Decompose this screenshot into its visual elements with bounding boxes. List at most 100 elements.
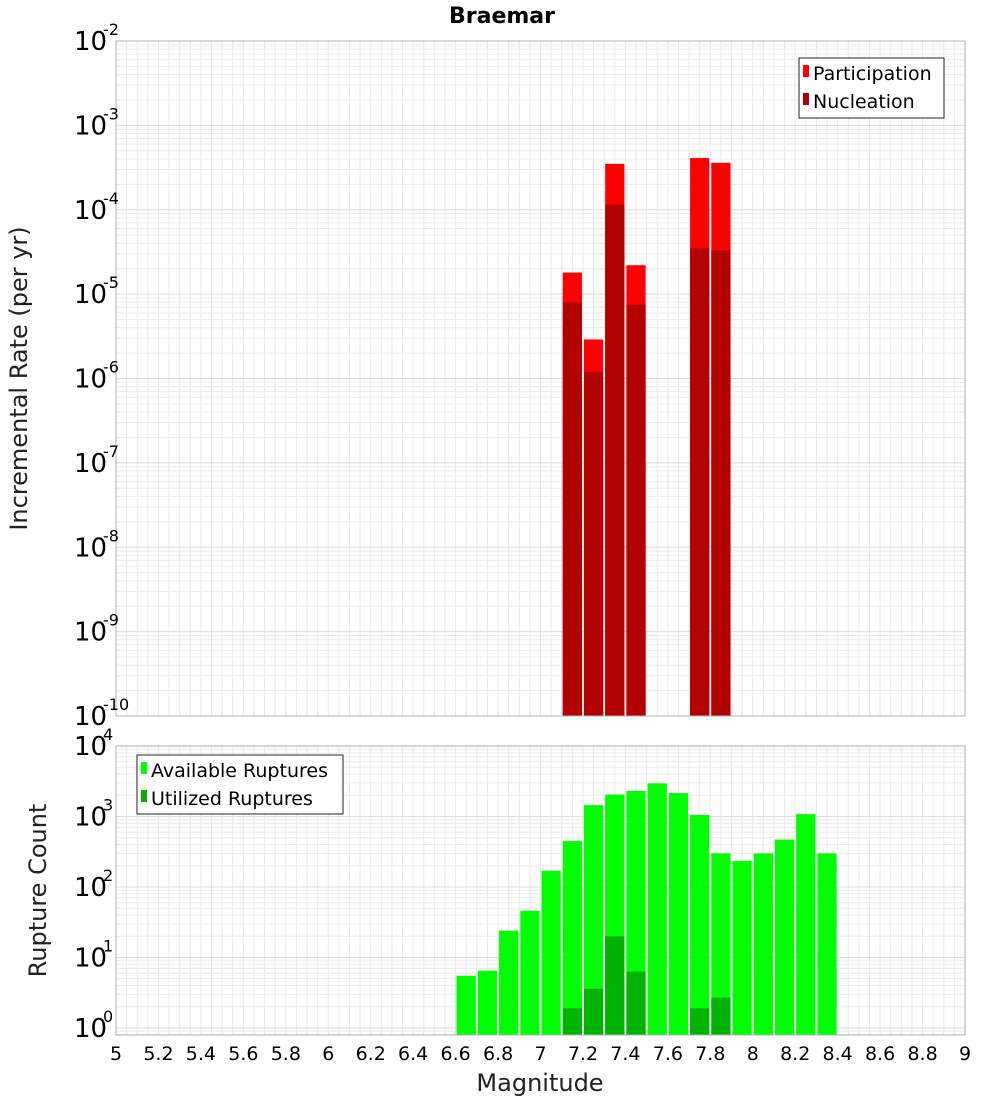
bar-utilized-ruptures bbox=[562, 1008, 582, 1035]
legend-entry: Participation bbox=[813, 63, 932, 85]
legend-entry: Utilized Ruptures bbox=[151, 788, 313, 810]
y-tick-label: 10 bbox=[74, 533, 107, 563]
x-tick-label: 5 bbox=[110, 1043, 122, 1065]
bar-available-ruptures bbox=[456, 975, 476, 1035]
x-tick-label: 6.2 bbox=[356, 1043, 386, 1065]
plot-frame bbox=[115, 745, 966, 1036]
y-tick-exponent: 2 bbox=[103, 866, 113, 885]
x-tick-label: 7.6 bbox=[653, 1043, 683, 1065]
legend-entry: Available Ruptures bbox=[151, 760, 328, 782]
bar-available-ruptures bbox=[774, 839, 795, 1035]
x-tick-label: 8.2 bbox=[780, 1043, 810, 1065]
y-tick-exponent: 0 bbox=[103, 1007, 113, 1026]
y-tick-label: 10 bbox=[74, 873, 107, 903]
x-tick-label: 5.2 bbox=[143, 1043, 173, 1065]
x-tick-label: 6 bbox=[322, 1043, 334, 1065]
bar-utilized-ruptures bbox=[711, 997, 731, 1035]
legend-entry: Nucleation bbox=[813, 91, 915, 113]
y-tick-label: 10 bbox=[74, 1014, 107, 1044]
x-axis-label: Magnitude bbox=[476, 1069, 603, 1097]
rate-panel: 10-210-310-410-510-610-710-810-910-10Inc… bbox=[5, 20, 966, 732]
y-tick-label: 10 bbox=[74, 27, 107, 57]
legend-swatch bbox=[803, 93, 809, 105]
chart-title: Braemar bbox=[449, 4, 555, 29]
x-tick-label: 8.4 bbox=[823, 1043, 853, 1065]
x-tick-label: 6.8 bbox=[483, 1043, 513, 1065]
y-tick-exponent: -2 bbox=[103, 20, 119, 39]
y-tick-label: 10 bbox=[74, 365, 107, 395]
bar-available-ruptures bbox=[541, 870, 561, 1035]
legend-swatch bbox=[803, 65, 809, 77]
bar-available-ruptures bbox=[477, 970, 498, 1035]
y-tick-exponent: -4 bbox=[103, 189, 119, 208]
bar-available-ruptures bbox=[711, 853, 731, 1035]
y-tick-label: 10 bbox=[74, 196, 107, 226]
y-tick-label: 10 bbox=[74, 732, 107, 762]
y-axis-label: Rupture Count bbox=[24, 804, 52, 978]
bar-nucleation bbox=[583, 371, 604, 716]
y-tick-exponent: -6 bbox=[103, 358, 119, 377]
y-tick-label: 10 bbox=[74, 449, 107, 479]
x-tick-label: 8.6 bbox=[865, 1043, 895, 1065]
x-tick-label: 6.6 bbox=[440, 1043, 470, 1065]
y-tick-label: 10 bbox=[74, 702, 107, 732]
legend-swatch bbox=[141, 762, 147, 774]
y-tick-label: 10 bbox=[74, 943, 107, 973]
x-tick-label: 9 bbox=[959, 1043, 971, 1065]
bar-available-ruptures bbox=[520, 910, 540, 1035]
y-tick-exponent: -8 bbox=[103, 526, 119, 545]
x-tick-label: 7 bbox=[534, 1043, 546, 1065]
y-tick-label: 10 bbox=[74, 802, 107, 832]
bar-utilized-ruptures bbox=[626, 971, 646, 1035]
x-tick-label: 5.6 bbox=[228, 1043, 258, 1065]
bar-available-ruptures bbox=[647, 783, 667, 1035]
x-tick-label: 8.8 bbox=[907, 1043, 937, 1065]
bar-nucleation bbox=[562, 302, 582, 716]
bar-available-ruptures bbox=[753, 853, 773, 1035]
y-tick-label: 10 bbox=[74, 618, 107, 648]
y-tick-exponent: 4 bbox=[103, 725, 113, 744]
bar-available-ruptures bbox=[796, 814, 816, 1035]
y-tick-exponent: -9 bbox=[103, 611, 119, 630]
bar-available-ruptures bbox=[583, 805, 604, 1035]
y-tick-exponent: -3 bbox=[103, 104, 119, 123]
y-tick-label: 10 bbox=[74, 111, 107, 141]
x-tick-label: 5.8 bbox=[271, 1043, 301, 1065]
legend: Participation Nucleation bbox=[798, 57, 945, 119]
bar-nucleation bbox=[690, 248, 710, 717]
y-tick-exponent: -10 bbox=[103, 695, 129, 714]
bar-available-ruptures bbox=[732, 860, 752, 1035]
x-tick-label: 7.8 bbox=[695, 1043, 725, 1065]
bar-nucleation bbox=[711, 250, 731, 717]
bar-utilized-ruptures bbox=[690, 1008, 710, 1035]
bar-utilized-ruptures bbox=[583, 988, 604, 1035]
plot-frame bbox=[115, 40, 966, 717]
bar-available-ruptures bbox=[690, 814, 710, 1035]
y-tick-label: 10 bbox=[74, 280, 107, 310]
bar-available-ruptures bbox=[668, 793, 689, 1035]
x-tick-label: 7.2 bbox=[568, 1043, 598, 1065]
x-axis: 5 5.2 5.4 5.6 5.8 6 6.2 6.4 6.6 6.8 7 7.2 7.4 7.6 7.8 8… bbox=[110, 1043, 971, 1065]
grid bbox=[115, 41, 966, 717]
x-tick-label: 7.4 bbox=[610, 1043, 640, 1065]
bar-nucleation bbox=[626, 304, 646, 716]
y-ticks: 10-210-310-410-510-610-710-810-910-10 bbox=[74, 20, 129, 732]
bar-utilized-ruptures bbox=[605, 936, 625, 1035]
y-tick-exponent: -5 bbox=[103, 273, 119, 292]
y-tick-exponent: 3 bbox=[103, 795, 113, 814]
legend: Available Ruptures Utilized Ruptures bbox=[136, 754, 344, 815]
y-tick-exponent: -7 bbox=[103, 442, 119, 461]
y-tick-exponent: 1 bbox=[103, 936, 113, 955]
bars bbox=[562, 158, 731, 717]
legend-box bbox=[798, 57, 945, 119]
bar-nucleation bbox=[605, 204, 625, 717]
legend-swatch bbox=[141, 790, 147, 802]
bars bbox=[456, 783, 837, 1035]
legend-box bbox=[136, 754, 344, 815]
bar-available-ruptures bbox=[562, 840, 582, 1035]
y-axis-label: Incremental Rate (per yr) bbox=[5, 226, 33, 530]
bar-available-ruptures bbox=[817, 853, 837, 1035]
